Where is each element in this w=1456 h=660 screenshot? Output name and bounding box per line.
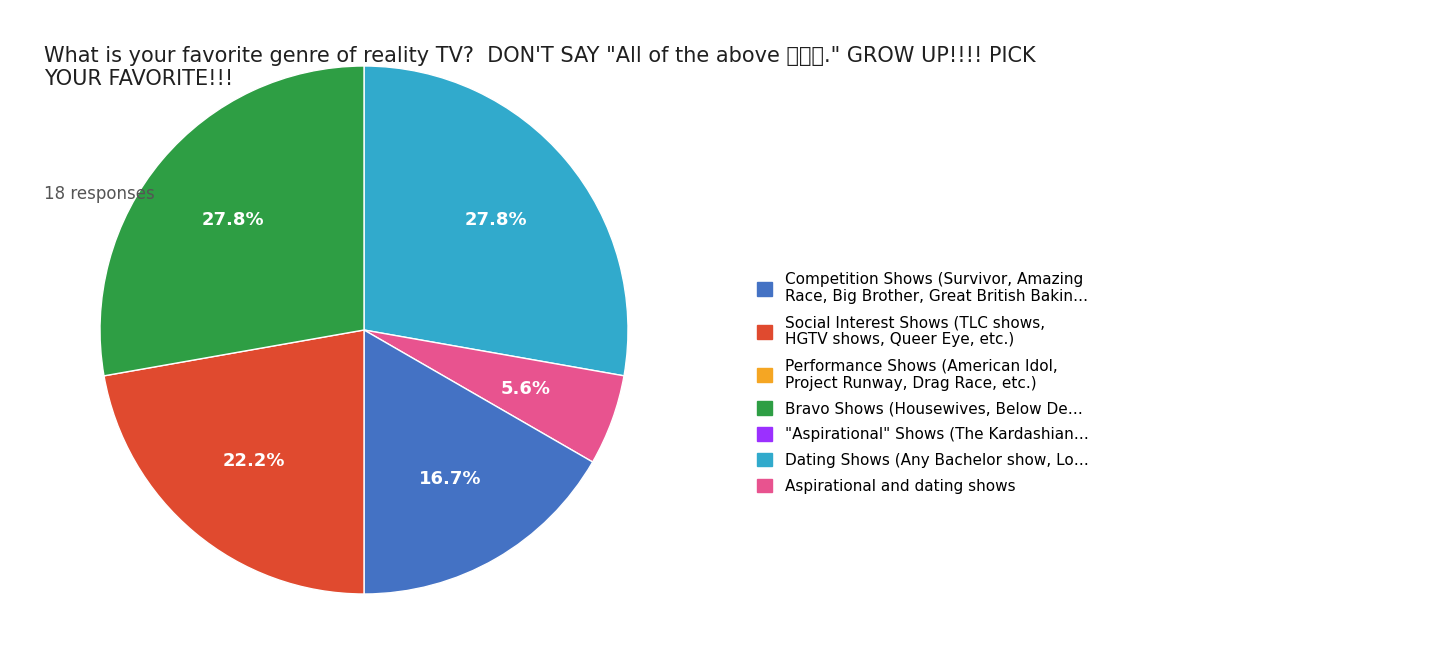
Wedge shape — [103, 330, 364, 594]
Text: What is your favorite genre of reality TV?  DON'T SAY "All of the above 🤷🤷🤷." GR: What is your favorite genre of reality T… — [44, 46, 1035, 89]
Text: 16.7%: 16.7% — [418, 470, 480, 488]
Text: 27.8%: 27.8% — [201, 211, 264, 229]
Wedge shape — [100, 66, 364, 376]
Wedge shape — [364, 330, 625, 462]
Text: 5.6%: 5.6% — [501, 379, 550, 398]
Text: 27.8%: 27.8% — [464, 211, 527, 229]
Text: 22.2%: 22.2% — [223, 453, 285, 471]
Wedge shape — [364, 66, 628, 376]
Text: 18 responses: 18 responses — [44, 185, 154, 203]
Wedge shape — [364, 330, 593, 594]
Legend: Competition Shows (Survivor, Amazing
Race, Big Brother, Great British Bakin…, So: Competition Shows (Survivor, Amazing Rac… — [757, 272, 1089, 494]
